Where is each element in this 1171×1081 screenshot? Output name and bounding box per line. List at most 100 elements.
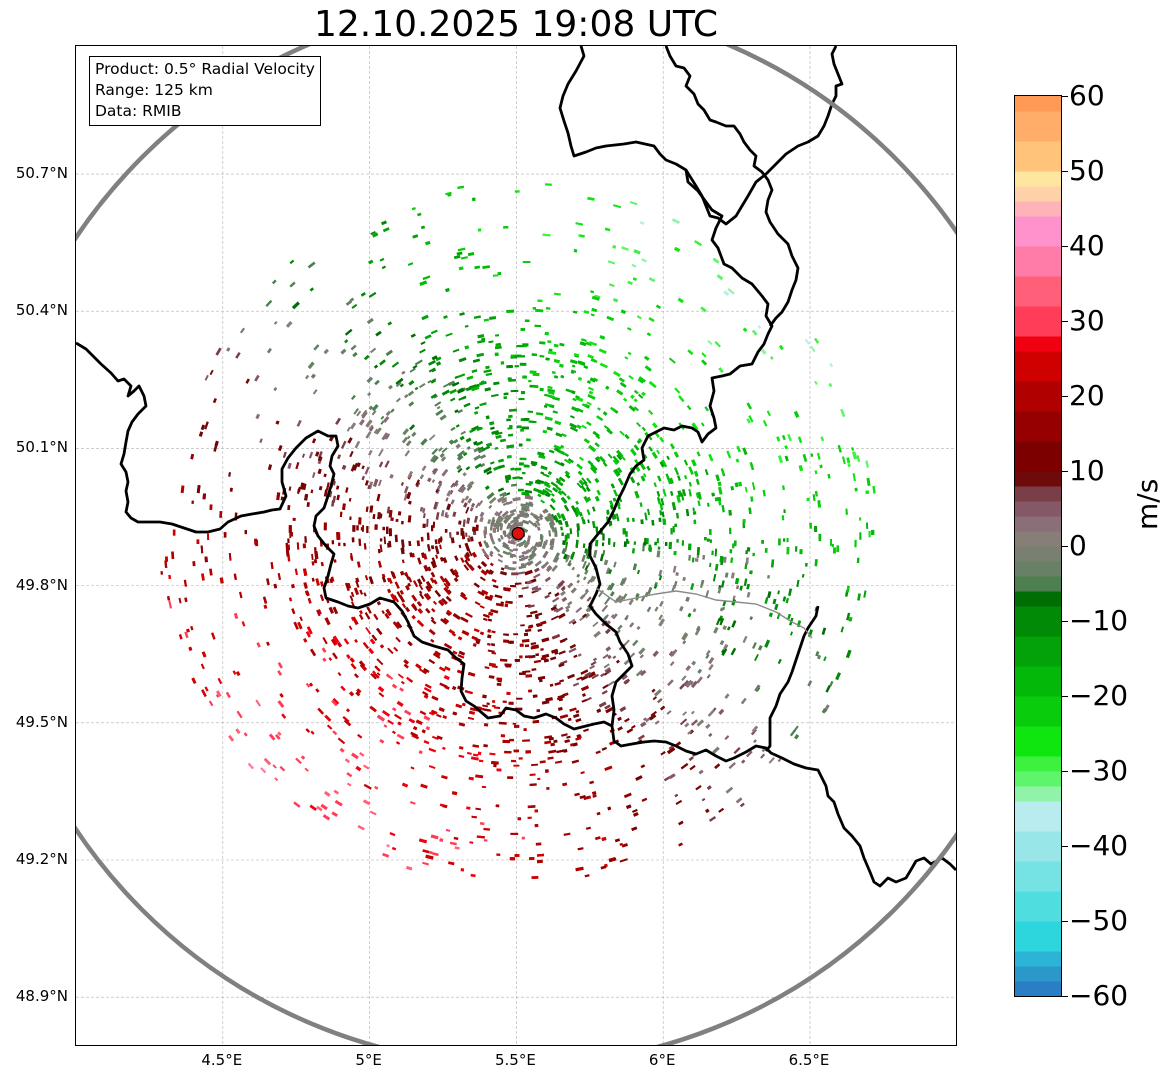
velocity-gate: [620, 454, 626, 461]
velocity-gate: [454, 846, 460, 850]
velocity-gate: [374, 665, 381, 672]
velocity-gate: [307, 261, 316, 269]
velocity-gate: [559, 363, 564, 368]
velocity-gate: [540, 620, 547, 625]
velocity-gate: [544, 393, 550, 397]
velocity-gate: [459, 435, 465, 441]
velocity-gate: [498, 458, 504, 463]
velocity-gate: [415, 719, 423, 725]
velocity-gate: [560, 586, 566, 592]
velocity-gate: [684, 722, 690, 728]
velocity-gate: [346, 782, 352, 787]
colorbar-segment: [1015, 216, 1061, 247]
velocity-gate: [561, 532, 564, 537]
velocity-gate: [494, 511, 500, 517]
velocity-gate: [778, 455, 783, 464]
colorbar-tick-mark: [1062, 321, 1068, 322]
velocity-gate: [613, 489, 619, 497]
velocity-gate: [606, 584, 612, 591]
velocity-gate: [601, 690, 608, 695]
velocity-gate: [859, 532, 862, 540]
velocity-gate: [596, 415, 604, 422]
velocity-gate: [430, 571, 436, 578]
velocity-gate: [398, 594, 406, 603]
velocity-gate: [652, 650, 659, 657]
velocity-gate: [401, 603, 407, 609]
velocity-gate: [452, 613, 461, 620]
velocity-gate: [715, 474, 720, 482]
velocity-gate: [363, 354, 370, 361]
velocity-gate: [420, 575, 426, 582]
velocity-gate: [714, 497, 719, 502]
velocity-gate: [545, 516, 550, 523]
velocity-gate: [322, 637, 328, 645]
velocity-gate: [629, 201, 638, 206]
velocity-gate: [415, 663, 422, 670]
velocity-gate: [566, 735, 571, 739]
lat-tick-label: 50.4°N: [15, 301, 68, 320]
velocity-gate: [681, 489, 687, 497]
velocity-gate: [385, 410, 391, 417]
velocity-gate: [552, 410, 558, 414]
velocity-gate: [519, 362, 527, 366]
velocity-gate: [603, 425, 611, 431]
velocity-gate: [372, 672, 380, 679]
velocity-gate: [425, 854, 434, 860]
velocity-gate: [201, 573, 205, 581]
border-luxembourg-germany-east: [684, 46, 844, 226]
velocity-gate: [539, 341, 546, 345]
velocity-gate: [832, 547, 837, 554]
velocity-gate: [504, 603, 509, 608]
velocity-gate: [817, 500, 821, 508]
velocity-gate: [390, 408, 395, 413]
velocity-gate: [490, 608, 499, 614]
velocity-gate: [863, 590, 867, 598]
velocity-gate: [537, 676, 546, 680]
velocity-gate: [337, 672, 342, 677]
velocity-gate: [779, 344, 784, 351]
velocity-gate: [301, 453, 306, 458]
velocity-gate: [564, 520, 569, 528]
velocity-gate: [470, 536, 474, 542]
velocity-gate: [579, 456, 584, 462]
velocity-gate: [550, 656, 557, 661]
velocity-gate: [342, 715, 350, 723]
velocity-gate: [364, 575, 369, 581]
velocity-gate: [287, 544, 290, 551]
velocity-gate: [810, 345, 816, 353]
velocity-gate: [731, 620, 737, 628]
velocity-gate: [594, 456, 601, 463]
velocity-gate: [337, 641, 343, 648]
velocity-gate: [550, 497, 556, 504]
velocity-gate: [535, 653, 539, 657]
velocity-gate: [534, 324, 542, 328]
velocity-gate: [556, 749, 565, 754]
velocity-gate: [226, 347, 231, 352]
velocity-gate: [576, 463, 583, 470]
velocity-gate: [697, 500, 701, 507]
velocity-gate: [788, 588, 793, 597]
velocity-gate: [598, 348, 607, 354]
radar-map[interactable]: [75, 45, 957, 1046]
velocity-colorbar: [1014, 95, 1062, 997]
lon-tick-label: 6°E: [648, 1051, 676, 1069]
velocity-gate: [493, 381, 500, 386]
velocity-gate: [419, 280, 428, 286]
velocity-gate: [479, 576, 486, 582]
velocity-gate: [624, 356, 629, 360]
velocity-gate: [378, 461, 384, 468]
velocity-gate: [263, 757, 272, 766]
velocity-gate: [643, 541, 647, 546]
velocity-gate: [542, 233, 551, 237]
velocity-gate: [674, 793, 679, 798]
velocity-gate: [449, 388, 457, 395]
velocity-gate: [502, 739, 511, 744]
velocity-gate: [666, 455, 670, 461]
velocity-gate: [607, 453, 613, 459]
velocity-gate: [591, 506, 596, 512]
velocity-gate: [575, 222, 583, 226]
velocity-gate: [168, 600, 172, 609]
velocity-gate: [530, 610, 538, 615]
velocity-gate: [749, 616, 753, 621]
velocity-gate: [506, 444, 515, 449]
